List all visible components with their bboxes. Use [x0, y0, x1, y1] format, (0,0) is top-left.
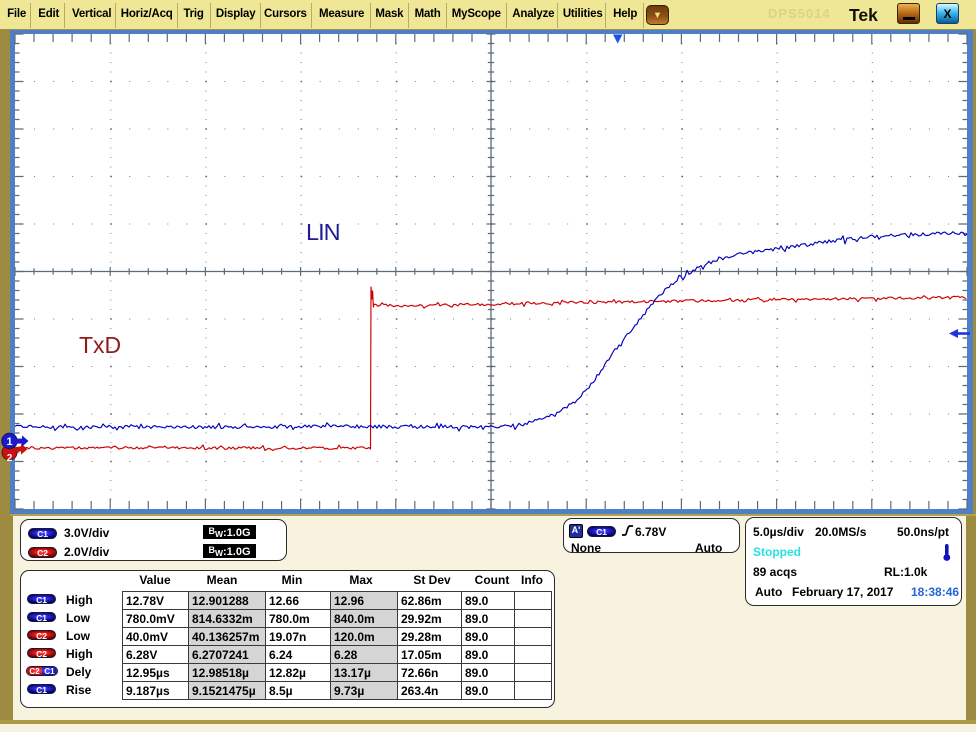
svg-text:1: 1 [6, 436, 12, 448]
svg-text:TxD: TxD [79, 332, 121, 358]
svg-text:2: 2 [7, 453, 13, 464]
svg-text:LIN: LIN [306, 219, 340, 245]
